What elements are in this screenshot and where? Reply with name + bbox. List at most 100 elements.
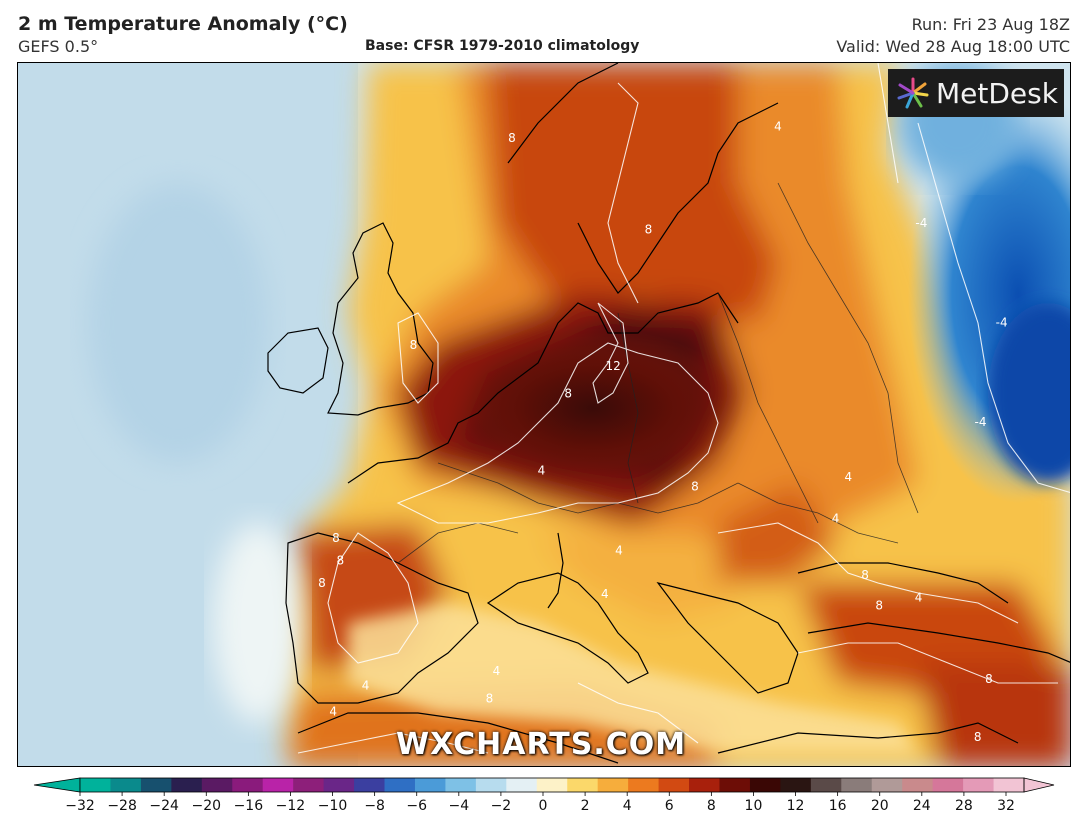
- anomaly-contours: [297, 63, 1070, 754]
- balkan-coast: [656, 582, 799, 694]
- black-sea-south-coast: [807, 622, 1070, 663]
- contour-label: 8: [486, 691, 494, 705]
- colorbar-cell: [567, 778, 599, 792]
- model-label: GEFS 0.5°: [18, 37, 99, 56]
- contour-label: 12: [606, 359, 621, 373]
- colorbar-min-extend: [33, 777, 81, 793]
- colorbar-cell: [902, 778, 934, 792]
- colorbar-cell: [689, 778, 720, 792]
- colorbar-cell: [201, 778, 233, 792]
- colorbar-tick-label: 2: [581, 798, 590, 814]
- contour-label: 4: [832, 512, 840, 526]
- contour-label: 8: [564, 386, 572, 400]
- colorbar-tick-label: 4: [623, 798, 632, 814]
- contour-label: 4: [915, 590, 923, 604]
- north-africa-coast: [297, 712, 619, 764]
- contour-label: 8: [875, 598, 883, 612]
- colorbar-tick-label: 12: [787, 798, 805, 814]
- colorbar-cell: [323, 778, 355, 792]
- libya-egypt-coast: [717, 722, 1019, 754]
- colorbar-cell: [749, 778, 781, 792]
- central-europe-heat-core: [443, 328, 743, 488]
- atlantic-cool-patch: [88, 183, 268, 463]
- colorbar-tick-label: 32: [997, 798, 1015, 814]
- colorbar-cells: [33, 777, 1055, 793]
- colorbar-cell: [171, 778, 203, 792]
- contour-label: -4: [996, 316, 1008, 330]
- contour-label: -4: [915, 216, 927, 230]
- contour-label: 8: [336, 553, 344, 567]
- colorbar-tick-label: −16: [234, 798, 264, 814]
- corsica-sardinia-coast: [547, 532, 564, 609]
- colorbar-tick-label: 20: [871, 798, 889, 814]
- country-borders: [397, 182, 919, 564]
- colorbar-tick-label: −2: [491, 798, 512, 814]
- colorbar: −32 −28 −24 −20 −16 −12 −10 −8 −6 −4 −2 0 2 4 6 8 10 12 16…: [0, 772, 1088, 832]
- colorbar-cell: [384, 778, 416, 792]
- baltic-coast: [577, 102, 779, 294]
- anomaly-map[interactable]: 8 8 8 12 8 4 4 -4 -4 -4 4 4 8 8 8 8 4 4 8 8 4 4 4 8 8 4 8 MetDesk …: [17, 62, 1071, 767]
- colorbar-border: [79, 777, 1025, 793]
- iberia-coast: [285, 532, 479, 704]
- contour-label: 8: [318, 576, 326, 590]
- colorbar-cell: [140, 778, 172, 792]
- colorbar-cell: [658, 778, 690, 792]
- colorbar-cell: [841, 778, 873, 792]
- wxcharts-watermark: WXCHARTS.COM: [396, 727, 687, 762]
- contour-label: 8: [985, 672, 993, 686]
- colorbar-cell: [597, 778, 629, 792]
- colorbar-ticks: −32 −28 −24 −20 −16 −12 −10 −8 −6 −4 −2 0 2 4 6 8 10 12 16…: [65, 792, 1015, 814]
- colorbar-cell: [445, 778, 477, 792]
- colorbar-cell: [719, 778, 751, 792]
- norway-coast: [507, 63, 619, 164]
- colorbar-cell: [414, 778, 446, 792]
- colorbar-tick-label: −10: [318, 798, 348, 814]
- colorbar-tick-label: −12: [276, 798, 306, 814]
- colorbar-cell: [262, 778, 294, 792]
- contour-label: 8: [861, 568, 869, 582]
- contour-label: 4: [538, 463, 546, 477]
- colorbar-cell: [780, 778, 812, 792]
- north-europe-coast: [347, 292, 739, 484]
- contour-label: -4: [975, 415, 987, 429]
- colorbar-tick-label: 24: [913, 798, 931, 814]
- colorbar-cell: [932, 778, 964, 792]
- contour-label: 4: [362, 679, 370, 693]
- chart-title: 2 m Temperature Anomaly (°C): [18, 13, 348, 35]
- contour-label: 4: [329, 704, 337, 718]
- contour-label: 8: [974, 730, 982, 744]
- colorbar-cell: [80, 778, 111, 792]
- contour-label: 8: [691, 480, 699, 494]
- colorbar-cell: [871, 778, 903, 792]
- colorbar-tick-label: −20: [191, 798, 221, 814]
- colorbar-cell: [628, 778, 660, 792]
- colorbar-tick-label: 6: [665, 798, 674, 814]
- mediterranean-sea: [348, 603, 918, 753]
- colorbar-tick-label: −8: [364, 798, 385, 814]
- biscay-cool-patch: [213, 523, 303, 723]
- contour-label: 4: [774, 120, 782, 134]
- colorbar-cell: [506, 778, 538, 792]
- colorbar-cell: [354, 778, 386, 792]
- colorbar-tick-label: −28: [107, 798, 137, 814]
- metdesk-logo-text: MetDesk: [936, 76, 1058, 110]
- colorbar-tick-label: 8: [707, 798, 716, 814]
- colorbar-cell: [475, 778, 507, 792]
- colorbar-cell: [963, 778, 995, 792]
- colorbar-cell: [232, 778, 264, 792]
- colorbar-tick-label: −4: [448, 798, 469, 814]
- deep-cold-core: [988, 303, 1070, 483]
- contour-label: 8: [332, 531, 340, 545]
- contour-label: 8: [410, 338, 418, 352]
- great-britain-coast: [327, 222, 434, 416]
- colorbar-cell: [993, 778, 1025, 792]
- valid-time-label: Valid: Wed 28 Aug 18:00 UTC: [836, 37, 1070, 56]
- contour-label: 8: [508, 131, 516, 145]
- colorbar-tick-label: 10: [745, 798, 763, 814]
- colorbar-cell: [536, 778, 568, 792]
- pinwheel-logo-icon: [897, 77, 929, 109]
- contour-label: 4: [493, 664, 501, 678]
- colorbar-tick-label: 16: [829, 798, 847, 814]
